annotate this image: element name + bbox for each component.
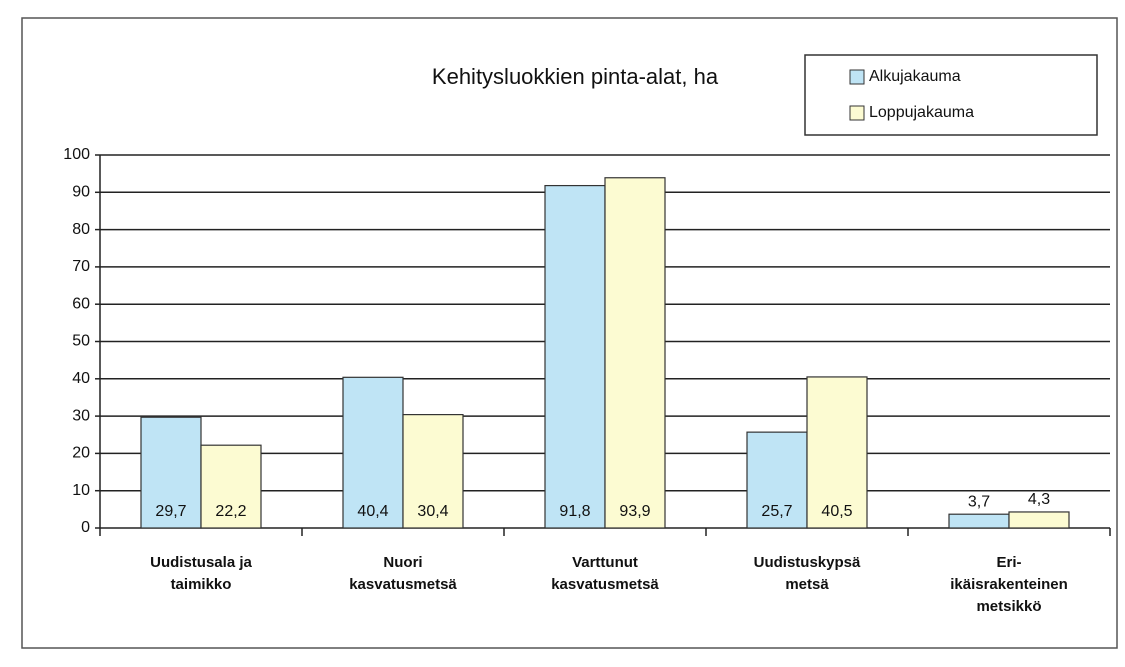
bar xyxy=(140,416,202,529)
legend-label: Alkujakauma xyxy=(869,68,961,85)
value-label: 22,2 xyxy=(215,503,246,520)
y-tick-label: 0 xyxy=(81,519,90,536)
y-tick-label: 20 xyxy=(72,445,90,462)
x-tick-label: Nuori kasvatusmetsä xyxy=(349,554,457,593)
x-tick-label-line: Varttunut xyxy=(572,554,638,571)
x-tick-label-line: metsä xyxy=(785,576,829,593)
x-tick-label-line: taimikko xyxy=(171,576,232,593)
y-tick-label: 60 xyxy=(72,295,90,312)
value-label: 29,7 xyxy=(155,503,186,520)
bar xyxy=(200,444,262,529)
legend-label: Loppujakauma xyxy=(869,104,974,121)
value-label: 4,3 xyxy=(1028,491,1050,508)
value-label: 30,4 xyxy=(417,503,448,520)
value-label: 3,7 xyxy=(968,493,990,510)
x-tick-label-line: metsikkö xyxy=(976,598,1041,615)
bar xyxy=(746,431,808,529)
y-tick-label: 10 xyxy=(72,482,90,499)
value-label: 93,9 xyxy=(619,503,650,520)
legend-box xyxy=(804,54,1098,136)
bar xyxy=(948,513,1010,529)
bar xyxy=(342,376,404,529)
bar xyxy=(544,184,606,529)
bar xyxy=(806,376,868,529)
y-tick-label: 50 xyxy=(72,333,90,350)
value-label: 40,4 xyxy=(357,503,388,520)
value-label: 91,8 xyxy=(559,503,590,520)
x-tick-label-line: Uudistuskypsä xyxy=(754,554,861,571)
bar xyxy=(402,414,464,529)
bar xyxy=(1008,511,1070,529)
x-tick-label: Uudistuskypsä metsä xyxy=(754,554,861,593)
value-label: 40,5 xyxy=(821,503,852,520)
bar xyxy=(604,177,666,529)
x-tick-label: Eri-ikäisrakenteinen metsikkö xyxy=(950,554,1068,615)
x-tick-label-line: Eri- xyxy=(996,554,1021,571)
x-tick-label-line: ikäisrakenteinen xyxy=(950,576,1068,593)
legend-swatch xyxy=(849,69,865,85)
y-tick-label: 40 xyxy=(72,370,90,387)
legend-swatch xyxy=(849,105,865,121)
y-tick-label: 100 xyxy=(63,146,90,163)
x-tick-label-line: kasvatusmetsä xyxy=(551,576,659,593)
y-tick-label: 80 xyxy=(72,221,90,238)
y-tick-label: 70 xyxy=(72,258,90,275)
x-tick-label-line: Nuori xyxy=(383,554,422,571)
x-tick-label: Uudistusala ja taimikko xyxy=(150,554,252,593)
x-tick-label-line: kasvatusmetsä xyxy=(349,576,457,593)
x-tick-label: Varttunut kasvatusmetsä xyxy=(551,554,659,593)
y-tick-label: 30 xyxy=(72,407,90,424)
chart-title: Kehitysluokkien pinta-alat, ha xyxy=(432,64,719,89)
value-label: 25,7 xyxy=(761,503,792,520)
y-tick-label: 90 xyxy=(72,184,90,201)
x-tick-label-line: Uudistusala ja xyxy=(150,554,252,571)
